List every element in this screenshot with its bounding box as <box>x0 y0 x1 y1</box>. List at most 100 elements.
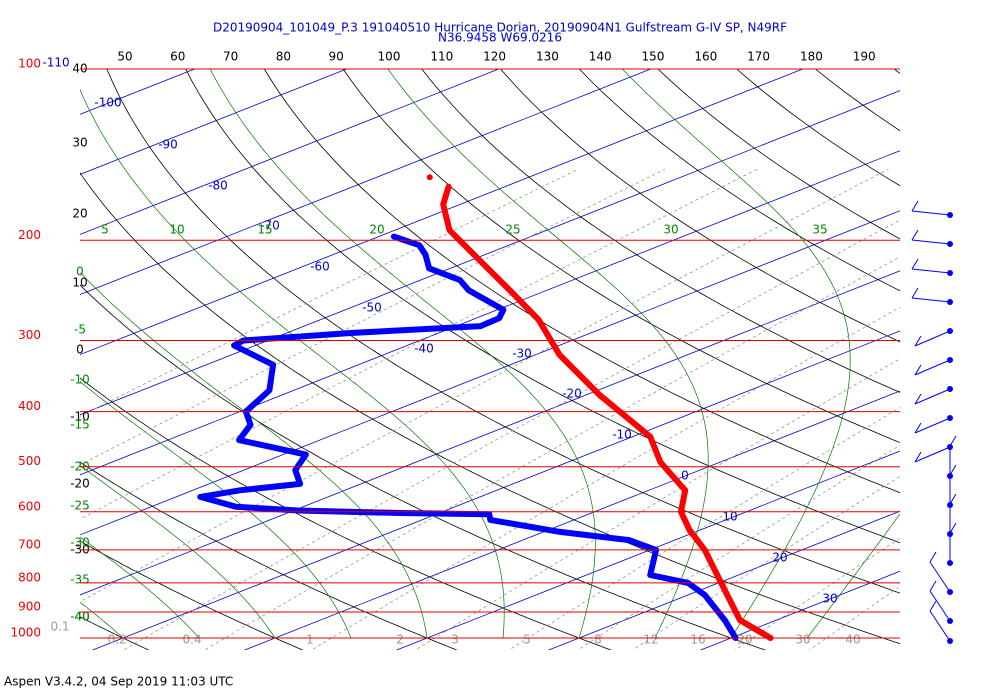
isotherm <box>91 330 900 650</box>
dry-adiabat <box>106 69 900 594</box>
dry-adiabat <box>342 69 900 444</box>
isotherm-label: 20 <box>772 551 787 565</box>
y-tick-label: 600 <box>18 499 41 513</box>
mixing-ratio-label: 1 <box>306 633 314 647</box>
barb-staff <box>914 359 951 376</box>
y-tick-label: 100 <box>18 57 41 71</box>
dry-adiabat-label: 90 <box>329 50 344 64</box>
barb-flag <box>949 493 957 505</box>
moist-adiabat-label: 30 <box>663 223 678 237</box>
moist-adiabat-label: 35 <box>812 223 827 237</box>
moist-adiabat <box>80 465 276 639</box>
dry-adiabat <box>263 69 900 494</box>
mixing-ratio-label: 20 <box>737 633 752 647</box>
y-tick-label: 800 <box>18 570 41 584</box>
footer: Aspen V3.4.2, 04 Sep 2019 11:03 UTC <box>4 675 233 689</box>
isotherm <box>243 390 900 650</box>
isotherm-label: -70 <box>260 219 280 233</box>
barb-flag <box>914 451 922 463</box>
dry-adiabat <box>814 69 900 132</box>
isotherm <box>80 270 900 596</box>
barb-staff <box>914 388 951 405</box>
moist-adiabat-label: -35 <box>70 573 90 587</box>
moist-adiabat-label: -30 <box>70 536 90 550</box>
barb-staff <box>911 297 951 303</box>
dry-adiabat-label: -10 <box>70 410 90 424</box>
barb-flag <box>949 435 957 447</box>
dry-adiabat-label: 140 <box>589 50 612 64</box>
mixing-ratio-label: 0.1 <box>50 620 69 634</box>
barb-flag <box>914 422 922 434</box>
dry-adiabat-label: -40 <box>70 610 90 624</box>
isotherm <box>80 69 500 235</box>
mixing-ratio-line <box>203 256 900 650</box>
barb-flag <box>911 287 919 299</box>
barb-flag <box>929 580 937 592</box>
dry-adiabat-label: 20 <box>72 207 87 221</box>
moist-adiabat-label: -5 <box>74 323 86 337</box>
isotherm-label: 30 <box>822 592 837 606</box>
mixing-ratio-line <box>508 407 900 650</box>
dry-adiabat-label: 180 <box>800 50 823 64</box>
moist-adiabat-label: 0 <box>76 265 84 279</box>
moist-adiabat-label: -10 <box>70 373 90 387</box>
barb-flag <box>911 258 919 270</box>
profile-line <box>197 233 739 641</box>
mixing-ratio-line <box>80 168 889 603</box>
isotherm-label: -60 <box>310 260 330 274</box>
y-tick-label: 900 <box>18 599 41 613</box>
dry-adiabat-label: 30 <box>72 136 87 150</box>
moist-adiabat <box>80 271 428 639</box>
isotherm-label: -100 <box>94 96 121 110</box>
y-tick-label: 1000 <box>10 626 41 640</box>
wind-barbs <box>911 200 957 644</box>
moist-adiabat-label: 10 <box>169 223 184 237</box>
dry-adiabat <box>578 69 900 292</box>
moist-adiabat-label: 20 <box>369 223 384 237</box>
moist-adiabat-label: -15 <box>70 418 90 432</box>
dry-adiabat <box>80 284 767 650</box>
dry-adiabat-label: 100 <box>378 50 401 64</box>
barb-staff <box>929 590 951 622</box>
dry-adiabat-label: 80 <box>276 50 291 64</box>
isotherm <box>80 69 804 356</box>
dry-adiabat <box>185 69 900 544</box>
barb-staff <box>914 446 951 463</box>
dry-adiabat-label: 70 <box>223 50 238 64</box>
barb-flag <box>949 464 957 476</box>
isotherm <box>80 210 900 536</box>
barb-staff <box>929 610 951 642</box>
labels: 1002003004005006007008009001000-110-100-… <box>10 50 875 647</box>
mixing-ratio-line <box>123 219 900 650</box>
mixing-ratio-label: 12 <box>643 633 658 647</box>
barb-flag <box>914 364 922 376</box>
barb-staff <box>911 239 951 245</box>
isotherm-label: -110 <box>42 56 69 70</box>
mixing-ratio-line <box>80 168 758 520</box>
barb-staff <box>914 330 951 347</box>
isotherm <box>80 90 900 416</box>
mixing-ratio-line <box>311 306 900 650</box>
barb-flag <box>911 229 919 241</box>
dry-adiabat <box>80 616 150 650</box>
moist-adiabat <box>80 88 505 638</box>
profile-point <box>426 174 433 181</box>
isotherm-label: 0 <box>681 469 689 483</box>
isotherm-label: -10 <box>612 428 632 442</box>
profile-line <box>440 183 774 641</box>
dry-adiabat <box>80 377 612 650</box>
dry-adiabat-label: 130 <box>536 50 559 64</box>
dry-adiabat <box>893 69 900 74</box>
chart-title: D20190904_101049_P.3 191040510 Hurricane… <box>213 21 787 35</box>
isotherm <box>699 570 900 650</box>
mixing-ratio-label: 0.4 <box>182 633 201 647</box>
moist-adiabat-label: -40 <box>70 610 90 624</box>
isotherm <box>80 150 900 476</box>
mixing-ratio-label: 40 <box>845 633 860 647</box>
isotherm <box>80 69 652 295</box>
chart-subtitle: N36.9458 W69.0216 <box>438 31 562 45</box>
mixing-ratio-line <box>734 537 900 650</box>
moist-adiabat-label: 5 <box>101 223 109 237</box>
moist-adiabat <box>622 69 851 639</box>
